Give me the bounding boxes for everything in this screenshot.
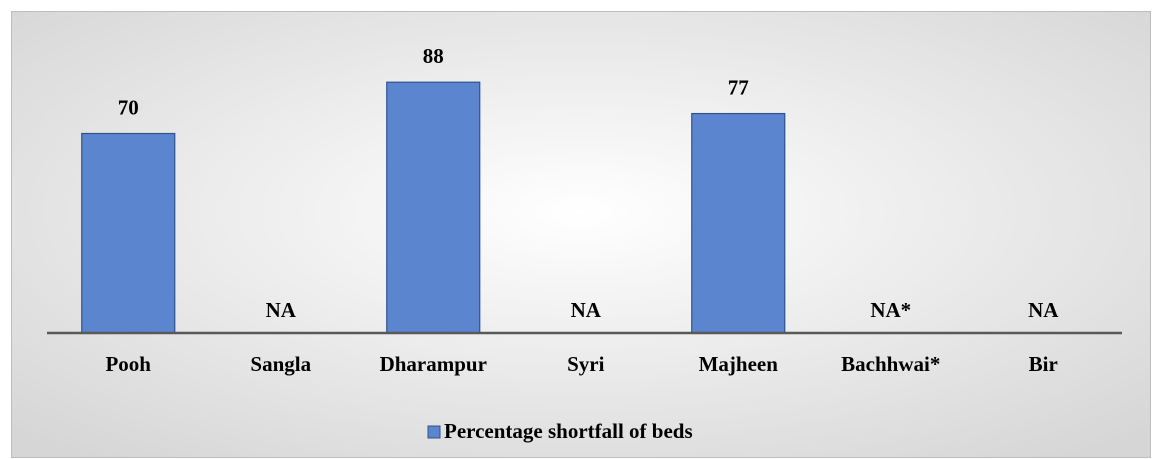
data-label: NA* [870,298,911,322]
legend-swatch [427,425,441,439]
x-tick-label: Pooh [105,352,151,376]
x-tick-label: Dharampur [380,352,487,376]
data-label: 88 [423,44,444,68]
data-label: NA [1028,298,1059,322]
x-tick-label: Sangla [250,352,311,376]
data-label: NA [571,298,602,322]
data-label: 77 [728,75,749,99]
chart-area [11,11,1151,458]
bar [386,81,481,334]
x-tick-label: Bir [1029,352,1058,376]
x-tick-label: Syri [567,352,605,376]
bar [81,132,176,334]
data-label: NA [266,298,297,322]
x-tick-label: Bachhwai* [841,352,940,376]
data-label: 70 [118,95,139,119]
x-tick-label: Majheen [699,352,779,376]
bar [691,112,786,334]
legend-label: Percentage shortfall of beds [444,419,693,443]
